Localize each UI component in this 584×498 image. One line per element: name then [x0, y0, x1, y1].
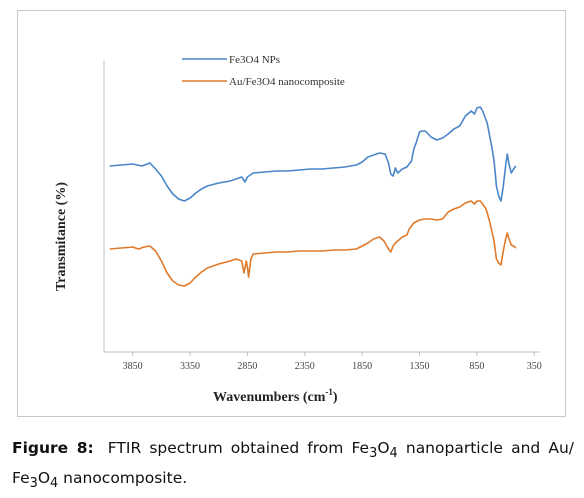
- caption-sub-3: 3: [29, 476, 38, 492]
- series-line-au-fe3o4: [109, 200, 517, 287]
- x-tick-label: 3850: [123, 361, 143, 372]
- caption-text-4: O: [37, 469, 51, 488]
- caption-text-5: nanocomposite.: [58, 469, 188, 488]
- caption-text-2: O: [377, 439, 390, 457]
- x-axis-title: Wavenumbers (cm-1): [213, 387, 338, 405]
- chart-frame: 3850 3350 2850 2350 1850 1350 850 350 Fe3O4 NPs…: [17, 10, 566, 417]
- ftir-chart: 3850 3350 2850 2350 1850 1350 850 350 Fe3O4 NPs…: [54, 54, 542, 405]
- x-tick-label: 2850: [237, 361, 257, 372]
- x-tick-label: 1350: [410, 361, 430, 372]
- x-tick-label: 2350: [295, 361, 315, 372]
- y-axis-title: Transmitance (%): [54, 182, 69, 291]
- figure-caption: Figure 8: FTIR spectrum obtained from Fe3…: [12, 436, 574, 496]
- legend-label-au-fe3o4: Au/Fe3O4 nanocomposite: [229, 76, 345, 88]
- caption-sub-1: 3: [369, 446, 378, 462]
- caption-label: Figure 8:: [12, 439, 94, 457]
- x-tick-label: 1850: [352, 361, 372, 372]
- caption-sub-4: 4: [50, 476, 59, 492]
- x-axis-title-close: ): [333, 390, 338, 405]
- x-tick-label: 850: [469, 361, 484, 372]
- caption-text-3: nanoparticle and Au/ Fe: [12, 439, 574, 488]
- series-lines: [109, 106, 517, 287]
- legend-label-fe3o4: Fe3O4 NPs: [229, 54, 280, 66]
- x-axis-title-main: Wavenumbers (cm: [213, 390, 326, 405]
- axes: [103, 61, 540, 353]
- series-line-fe3o4: [109, 106, 517, 202]
- x-tick-label: 3350: [180, 361, 200, 372]
- caption-sub-2: 4: [389, 446, 398, 462]
- x-tick-label: 350: [527, 361, 542, 372]
- legend: Fe3O4 NPs Au/Fe3O4 nanocomposite: [182, 54, 345, 88]
- x-axis-title-sup: -1: [325, 387, 333, 397]
- x-ticks: 3850 3350 2850 2350 1850 1350 850 350: [123, 352, 542, 372]
- caption-text-1: FTIR spectrum obtained from Fe: [107, 439, 370, 457]
